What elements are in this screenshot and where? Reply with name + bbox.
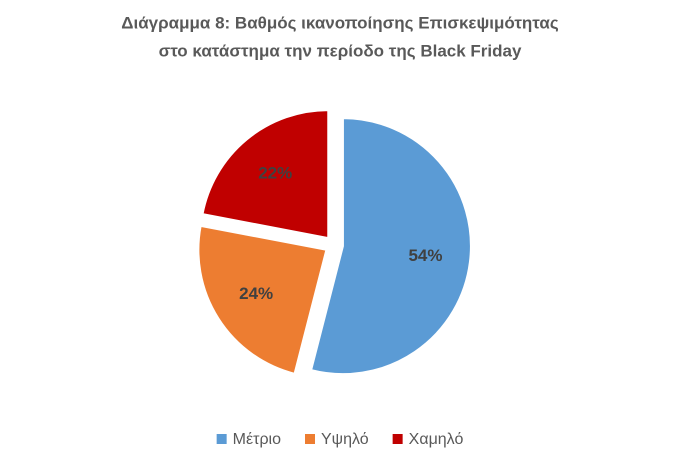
pie-slice: [197, 224, 328, 376]
data-label: 54%: [408, 246, 442, 265]
legend-label: Χαμηλό: [409, 431, 464, 448]
legend-swatch: [305, 434, 315, 444]
pie-slice: [309, 117, 472, 376]
pie-slice: [201, 109, 330, 240]
legend-swatch: [216, 434, 227, 444]
chart-title: Διάγραμμα 8: Βαθμός ικανοποίησης Επισκεψ…: [121, 13, 559, 32]
legend-label: Υψηλό: [321, 431, 369, 448]
legend-swatch: [392, 434, 403, 444]
data-label: 22%: [258, 163, 292, 182]
chart-title: στο κατάστημα την περίοδο της Black Frid…: [159, 41, 522, 60]
legend-label: Μέτριο: [233, 431, 281, 448]
data-label: 24%: [239, 284, 273, 303]
